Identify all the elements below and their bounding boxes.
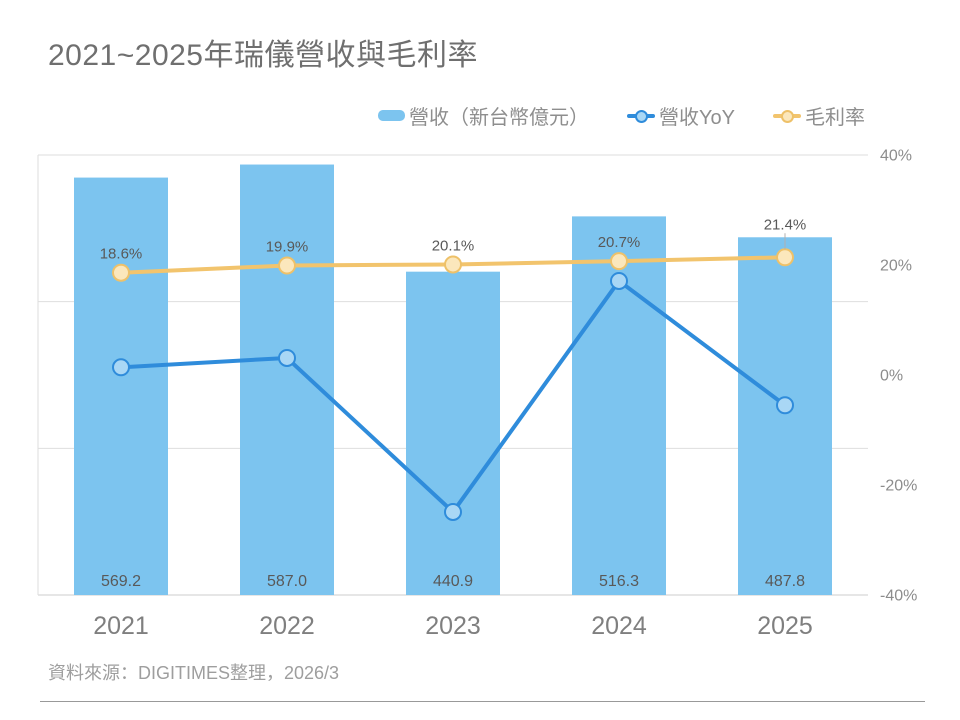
revenue-bars — [74, 164, 832, 596]
margin-label: 19.9% — [266, 239, 309, 256]
margin-marker — [444, 255, 462, 274]
margin-line-series — [112, 248, 794, 282]
chart-title: 2021~2025年瑞儀營收與毛利率 — [48, 39, 478, 72]
yoy-marker — [610, 271, 628, 290]
yoy-line-series — [112, 271, 794, 521]
yoy-marker — [444, 502, 462, 521]
revenue-bar — [406, 271, 500, 595]
revenue-bar-labels: 569.2 587.0 440.9 516.3 487.8 — [101, 573, 805, 590]
right-axis-labels: 40% 20% 0% -20% -40% — [880, 148, 917, 605]
margin-label: 21.4% — [764, 216, 807, 233]
x-axis-labels: 2021 2022 2023 2024 2025 — [93, 612, 813, 640]
revenue-bar-label: 569.2 — [101, 573, 141, 590]
line-dot-swatch-blue-icon — [627, 109, 655, 123]
revenue-bar-label: 587.0 — [267, 573, 307, 590]
footer-divider — [40, 701, 925, 702]
bar-swatch-icon — [378, 110, 405, 121]
legend-item-yoy: 營收YoY — [627, 101, 735, 130]
revenue-bar-label: 440.9 — [433, 573, 473, 590]
x-axis-category-label: 2022 — [259, 612, 315, 640]
yoy-marker — [278, 348, 296, 367]
right-axis-tick-label: 0% — [880, 368, 903, 385]
legend-item-revenue: 營收（新台幣億元） — [378, 101, 589, 130]
line-dot-swatch-yellow-icon — [772, 109, 801, 123]
revenue-bar — [738, 237, 832, 595]
right-axis-tick-label: -40% — [880, 588, 917, 605]
revenue-bar — [74, 177, 168, 595]
margin-label: 18.6% — [100, 246, 143, 263]
x-axis-category-label: 2021 — [93, 612, 149, 640]
revenue-bar-label: 487.8 — [765, 573, 805, 590]
x-axis-category-label: 2023 — [425, 612, 481, 640]
source-note: 資料來源：DIGITIMES整理，2026/3 — [48, 663, 340, 683]
right-axis-tick-label: -20% — [880, 478, 917, 495]
yoy-marker — [112, 358, 130, 377]
revenue-bar-label: 516.3 — [599, 573, 639, 590]
margin-label: 20.1% — [432, 237, 475, 254]
margin-marker — [278, 256, 296, 275]
right-axis-tick-label: 40% — [880, 148, 912, 165]
legend: 營收（新台幣億元） 營收YoY 毛利率 — [378, 101, 865, 130]
margin-label: 20.7% — [598, 234, 641, 251]
revenue-bar — [240, 164, 334, 596]
legend-label-margin: 毛利率 — [804, 107, 865, 129]
right-axis-tick-label: 20% — [880, 258, 912, 275]
yoy-marker — [776, 396, 794, 415]
legend-label-revenue: 營收（新台幣億元） — [409, 107, 589, 129]
legend-item-margin: 毛利率 — [772, 101, 865, 130]
margin-marker — [112, 263, 130, 282]
margin-marker — [610, 252, 628, 271]
legend-label-yoy: 營收YoY — [659, 107, 735, 129]
x-axis-category-label: 2025 — [757, 612, 813, 640]
x-axis-category-label: 2024 — [591, 612, 647, 640]
margin-marker — [776, 248, 794, 267]
margin-labels: 18.6% 19.9% 20.1% 20.7% 21.4% — [100, 216, 807, 262]
